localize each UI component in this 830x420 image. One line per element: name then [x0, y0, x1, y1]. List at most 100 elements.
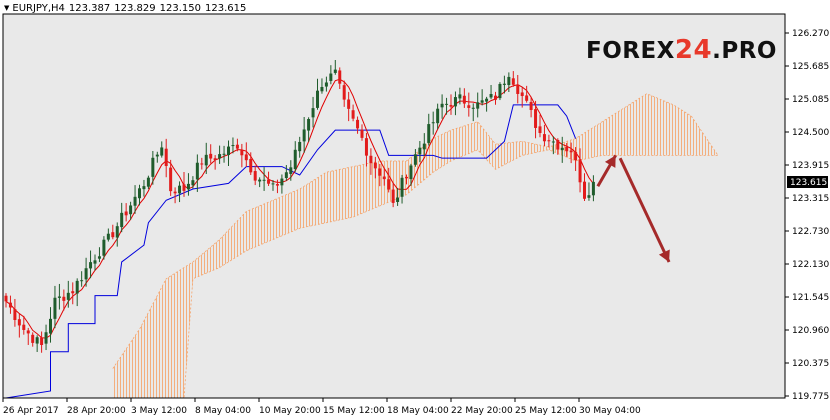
candle-body	[525, 95, 529, 101]
candle-body	[511, 78, 515, 85]
senkou-span-b	[112, 149, 718, 399]
candle-body	[480, 100, 484, 103]
candle-body	[382, 176, 386, 180]
candle-body	[431, 122, 435, 124]
watermark-24: 24	[674, 35, 713, 65]
candle-body	[307, 119, 311, 131]
y-tick-label: 121.545	[792, 293, 829, 303]
candle-body	[476, 102, 480, 109]
candle-body	[502, 83, 506, 85]
candle-body	[445, 103, 449, 105]
candle-body	[244, 154, 248, 161]
high-price: 123.829	[114, 3, 156, 14]
candle-body	[160, 147, 164, 156]
candle-body	[284, 172, 288, 179]
candle-body	[440, 103, 444, 108]
x-tick-label: 25 May 12:00	[515, 406, 577, 416]
candle-body	[409, 165, 413, 180]
candle-body	[565, 146, 569, 152]
candle-body	[405, 176, 408, 179]
candle-body	[293, 149, 297, 170]
candle-body	[418, 147, 422, 155]
candle-body	[302, 129, 306, 142]
candle-body	[13, 309, 17, 320]
x-tick-label: 10 May 20:00	[259, 406, 321, 416]
candle-body	[93, 260, 97, 264]
candle-body	[316, 90, 319, 108]
x-axis-ticks: 26 Apr 2017 28 Apr 20:00 3 May 12:00 8 May …	[2, 398, 641, 416]
candle-body	[542, 134, 546, 142]
x-tick-label: 8 May 04:00	[195, 406, 251, 416]
y-tick-label: 120.375	[792, 359, 829, 369]
candle-body	[271, 183, 275, 185]
current-price-tag: 123.615	[787, 176, 828, 188]
candle-body	[182, 184, 186, 191]
current-price-label: 123.615	[790, 178, 827, 188]
candle-body	[560, 147, 564, 151]
candle-body	[311, 108, 315, 118]
x-tick-label: 26 Apr 2017	[3, 406, 59, 416]
candle-body	[4, 295, 8, 302]
watermark-pro: .PRO	[712, 38, 777, 64]
axes	[2, 13, 786, 399]
x-tick-label: 18 May 04:00	[387, 406, 449, 416]
current-price-tag-bg	[787, 176, 828, 188]
open-price: 123.387	[68, 3, 111, 14]
candle-body	[520, 92, 524, 97]
y-tick-label: 123.915	[792, 161, 829, 171]
candle-body	[529, 102, 533, 110]
y-tick-label: 120.960	[792, 326, 829, 336]
candle-body	[583, 181, 586, 199]
y-tick-label: 122.130	[792, 260, 829, 270]
y-tick-label: 119.775	[792, 392, 829, 402]
candle-body	[66, 292, 70, 300]
candle-body	[338, 70, 342, 84]
candle-body	[396, 197, 400, 202]
candle-body	[280, 178, 284, 186]
candle-body	[587, 195, 591, 198]
candle-body	[53, 297, 57, 319]
candle-body	[369, 155, 373, 164]
candle-body	[378, 168, 382, 176]
candle-body	[209, 153, 213, 159]
candle-body	[569, 150, 573, 153]
candle-body	[155, 154, 159, 157]
y-tick-label: 123.315	[792, 194, 829, 204]
candle-body	[258, 179, 262, 182]
y-tick-label: 122.730	[792, 227, 829, 237]
candle-body	[115, 226, 119, 238]
x-tick-label: 3 May 12:00	[131, 406, 187, 416]
candle-body	[427, 124, 431, 143]
candle-body	[507, 76, 511, 86]
candle-body	[44, 332, 48, 344]
x-tick-label: 30 May 04:00	[579, 406, 641, 416]
candle-body	[133, 196, 137, 206]
candle-body	[142, 186, 146, 190]
candle-body	[534, 109, 538, 128]
plot-background	[3, 14, 785, 398]
candle-body	[235, 144, 239, 149]
candle-body	[347, 99, 351, 109]
candle-body	[120, 212, 124, 228]
candle-body	[364, 138, 368, 156]
candle-body	[178, 185, 182, 194]
candle-body	[200, 163, 204, 165]
candle-body	[400, 177, 404, 197]
candle-body	[253, 171, 257, 181]
candle-body	[62, 296, 66, 301]
y-axis-ticks: 126.270 125.685 125.085 124.500 123.915 123.3…	[785, 29, 829, 402]
candle-body	[8, 302, 12, 308]
candle-body	[289, 167, 293, 174]
candle-body	[89, 262, 93, 269]
candle-body	[391, 189, 395, 203]
candle-body	[342, 85, 346, 100]
candle-body	[356, 119, 360, 129]
candle-body	[262, 179, 266, 181]
candle-body	[494, 95, 497, 100]
candle-body	[329, 73, 333, 81]
candle-body	[84, 268, 88, 280]
candle-body	[485, 98, 489, 102]
y-tick-label: 125.685	[792, 62, 829, 72]
collapse-triangle-icon[interactable]: ▼	[4, 4, 10, 12]
